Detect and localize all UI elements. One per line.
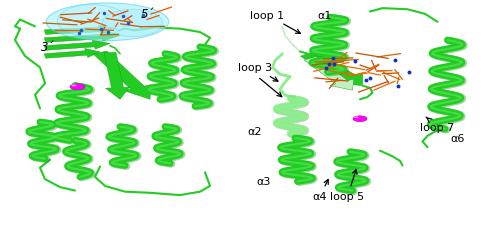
Text: 3´: 3´ <box>41 41 54 54</box>
Text: loop 7: loop 7 <box>420 118 454 132</box>
Polygon shape <box>44 26 118 35</box>
Polygon shape <box>94 52 151 100</box>
Polygon shape <box>304 57 354 91</box>
Ellipse shape <box>102 10 162 37</box>
Text: α6: α6 <box>450 133 464 143</box>
Polygon shape <box>44 49 100 59</box>
Text: 5´: 5´ <box>141 8 154 21</box>
Polygon shape <box>44 33 120 43</box>
Text: α2: α2 <box>248 127 262 137</box>
Ellipse shape <box>72 85 76 87</box>
Text: loop 5: loop 5 <box>330 170 364 201</box>
Ellipse shape <box>46 4 169 41</box>
Text: α4: α4 <box>313 180 328 201</box>
Polygon shape <box>300 52 363 86</box>
Text: loop 1: loop 1 <box>250 11 300 34</box>
Text: loop 3: loop 3 <box>238 63 278 82</box>
Polygon shape <box>104 53 130 100</box>
Text: α3: α3 <box>256 177 270 187</box>
Ellipse shape <box>353 116 367 122</box>
Ellipse shape <box>70 84 85 90</box>
Ellipse shape <box>58 6 128 37</box>
Text: α1: α1 <box>318 11 332 21</box>
Ellipse shape <box>354 117 359 118</box>
Polygon shape <box>44 41 110 51</box>
